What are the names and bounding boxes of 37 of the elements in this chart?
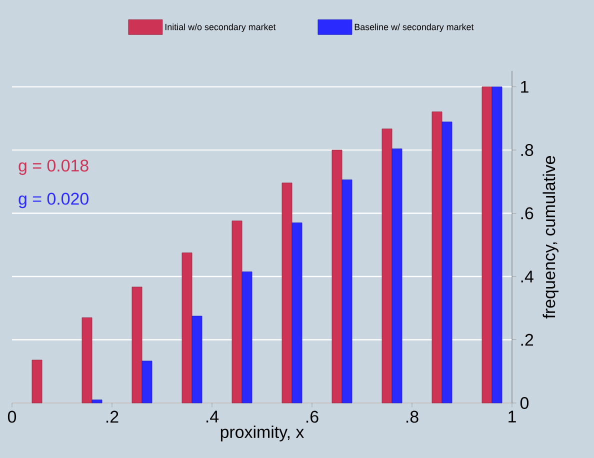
y-tick-label: .6 [521,207,534,220]
bar [142,360,152,404]
annotation: g = 0.020 [18,192,88,208]
bar [82,317,92,404]
bar [232,220,242,404]
x-tick-label: .8 [406,410,418,423]
y-tick-label: .4 [521,270,534,282]
bar [242,272,252,404]
x-tick-label: .2 [106,410,118,423]
x-axis-title: proximity, x [220,426,304,442]
bar [332,150,342,404]
legend-label: Initial w/o secondary market [165,24,276,32]
y-tick-label: 0 [520,397,529,409]
bar [182,252,192,404]
y-axis-title: frequency, cumulative [542,156,559,319]
x-tick-label: 1 [508,410,516,422]
bar [32,360,42,404]
bar [92,400,102,404]
bar [132,286,142,404]
x-tick-label: 0 [8,410,16,423]
x-tick-label: .6 [306,410,318,423]
y-tick-label: .2 [521,334,534,346]
bar [292,222,302,404]
bar [432,112,442,404]
legend-label: Baseline w/ secondary market [354,24,474,32]
y-tick-label: .8 [521,144,534,156]
bar [442,122,452,404]
annotation: g = 0.018 [18,160,88,175]
bar [492,86,502,404]
y-tick-label: 1 [521,80,528,93]
bar [392,148,402,404]
bar [482,86,492,404]
bar [192,316,202,404]
x-tick-label: .4 [206,410,219,422]
bar [282,182,292,404]
bar [342,180,352,404]
bar [382,128,392,404]
